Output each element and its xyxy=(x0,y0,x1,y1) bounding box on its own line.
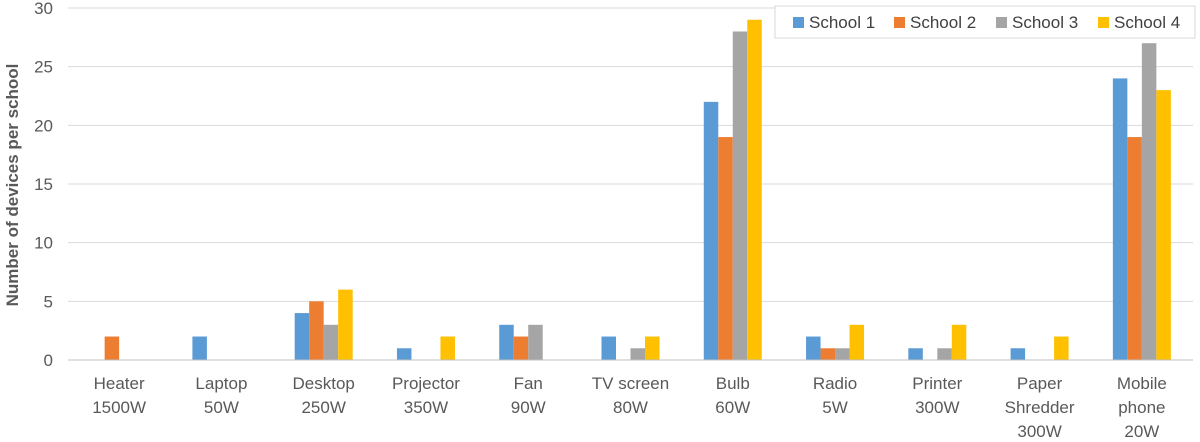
bar xyxy=(1010,348,1026,360)
x-tick-label-line: 300W xyxy=(1017,422,1061,441)
x-tick-label-line: Radio xyxy=(813,374,857,393)
bar xyxy=(718,137,733,360)
x-tick-label: Projector 350W xyxy=(392,374,460,417)
bar xyxy=(820,348,836,360)
x-tick-label: Radio 5W xyxy=(813,374,857,417)
bars xyxy=(104,19,1171,361)
bar xyxy=(937,348,952,360)
bar xyxy=(630,348,645,360)
bar xyxy=(1127,137,1142,360)
bar xyxy=(908,348,923,360)
x-tick-label: Bulb 60W xyxy=(715,374,750,417)
bar xyxy=(601,336,616,360)
bar xyxy=(309,301,324,360)
gridlines xyxy=(68,7,1193,302)
y-tick-label: 5 xyxy=(44,292,53,311)
bar xyxy=(323,324,339,360)
x-tick-label-line: phone xyxy=(1118,398,1165,417)
y-tick-label: 0 xyxy=(44,351,53,370)
y-tick-label: 15 xyxy=(34,175,53,194)
bar xyxy=(440,336,455,360)
bar xyxy=(192,336,207,360)
bar xyxy=(104,336,120,360)
legend-label: School 2 xyxy=(910,13,976,32)
x-tick-label-line: 350W xyxy=(404,398,448,417)
x-tick-label: Paper Shredder 300W xyxy=(1005,374,1075,441)
x-tick-label: Desktop 250W xyxy=(292,374,354,417)
axes: 0 5 10 15 20 25 30 Heater 1500W Laptop 50W Desktop 2… xyxy=(34,0,1193,441)
bar xyxy=(1054,336,1069,360)
y-tick-label: 10 xyxy=(34,234,53,253)
bar xyxy=(1156,90,1171,360)
bar xyxy=(951,324,967,360)
x-tick-label: Printer 300W xyxy=(912,374,962,417)
x-tick-label-line: Heater xyxy=(94,374,145,393)
bar xyxy=(528,324,543,360)
x-tick-label: TV screen 80W xyxy=(592,374,669,417)
legend-label: School 1 xyxy=(809,13,875,32)
bar xyxy=(703,101,719,360)
x-tick-label-line: TV screen xyxy=(592,374,669,393)
legend: School 1 School 2 School 3 School 4 xyxy=(774,5,1196,39)
x-tick-label-line: 90W xyxy=(511,398,546,417)
x-tick-label-line: 5W xyxy=(822,398,848,417)
x-tick-label-line: Printer xyxy=(912,374,962,393)
legend-box xyxy=(774,5,1196,39)
bar xyxy=(396,348,412,360)
x-tick-label-line: Laptop xyxy=(195,374,247,393)
y-tick-label: 30 xyxy=(34,0,53,18)
bar xyxy=(806,336,821,360)
bar xyxy=(747,19,762,360)
bar xyxy=(499,324,514,360)
x-tick-label-line: 300W xyxy=(915,398,959,417)
x-tick-label-line: 80W xyxy=(613,398,648,417)
x-tick-label-line: Paper xyxy=(1017,374,1063,393)
y-tick-label: 25 xyxy=(34,58,53,77)
x-tick-label-line: 50W xyxy=(204,398,239,417)
x-tick-label: Fan 90W xyxy=(511,374,546,417)
bar xyxy=(294,313,310,360)
bar xyxy=(1112,78,1128,361)
legend-label: School 3 xyxy=(1012,13,1078,32)
bar xyxy=(849,324,865,360)
x-tick-label-line: Bulb xyxy=(716,374,750,393)
x-tick-label-line: Fan xyxy=(514,374,543,393)
bar xyxy=(645,336,660,360)
x-tick-label: Heater 1500W xyxy=(92,374,146,417)
x-tick-label-line: Desktop xyxy=(292,374,354,393)
x-tick-label: Laptop 50W xyxy=(195,374,247,417)
legend-swatch xyxy=(996,17,1007,28)
bar xyxy=(732,31,748,360)
legend-swatch xyxy=(894,17,905,28)
x-tick-label-line: 60W xyxy=(715,398,750,417)
x-tick-label-line: 250W xyxy=(301,398,345,417)
legend-label: School 4 xyxy=(1114,13,1180,32)
x-tick-label-line: 20W xyxy=(1124,422,1159,441)
bar xyxy=(1141,43,1157,360)
bar xyxy=(338,289,353,360)
x-tick-label: Mobile phone 20W xyxy=(1117,374,1167,441)
bar xyxy=(513,336,529,360)
legend-swatch xyxy=(793,17,804,28)
x-tick-label-line: Mobile xyxy=(1117,374,1167,393)
bar xyxy=(835,348,850,360)
y-tick-label: 20 xyxy=(34,116,53,135)
legend-swatch xyxy=(1098,17,1109,28)
x-tick-label-line: Shredder xyxy=(1005,398,1075,417)
x-tick-label-line: 1500W xyxy=(92,398,146,417)
x-tick-label-line: Projector xyxy=(392,374,460,393)
y-axis-title: Number of devices per school xyxy=(3,64,22,307)
